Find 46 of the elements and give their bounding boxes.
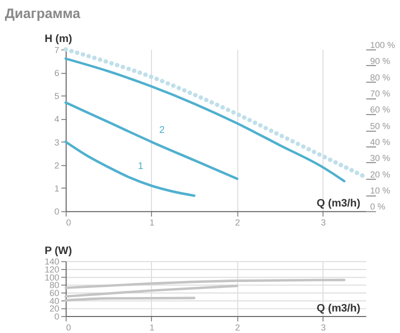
y-tick-label: 100 — [44, 272, 60, 282]
y2-tick-label: 30 % — [370, 153, 390, 164]
x-tick-label: 2 — [235, 217, 240, 228]
y2-tick-label: 70 % — [370, 88, 390, 98]
y2-tick-label: 60 % — [370, 104, 390, 115]
y2-tick-label: 20 % — [370, 169, 390, 180]
x-tick-label: 2 — [235, 322, 240, 332]
line-series — [64, 278, 346, 290]
y2-tick-label: 50 % — [370, 120, 390, 131]
y-tick-label: 120 — [44, 264, 60, 274]
y-axis-title: P (W) — [44, 244, 72, 257]
line-series — [64, 140, 196, 197]
y-tick-label: 5 — [54, 91, 60, 102]
y-tick-label: 6 — [54, 68, 60, 78]
x-tick-label: 1 — [149, 322, 154, 332]
y-tick-label: 0 — [54, 311, 60, 322]
y2-tick-label: 40 % — [370, 136, 390, 147]
y-tick-label: 2 — [54, 160, 60, 170]
x-tick-label: 3 — [320, 322, 326, 332]
x-tick-label: 0 — [66, 322, 72, 332]
y2-tick-label: 90 % — [370, 56, 390, 66]
x-axis-title: Q (m3/h) — [316, 198, 361, 210]
y-tick-label: 4 — [54, 114, 60, 124]
line-series — [64, 57, 346, 182]
y2-tick-label: 0 % — [370, 202, 386, 212]
y-tick-label: 60 — [50, 288, 60, 298]
y-tick-label: 40 — [50, 296, 60, 306]
x-axis-title: Q (m3/h) — [316, 302, 361, 315]
series-label: 2 — [159, 124, 165, 136]
x-tick-label: 1 — [149, 217, 154, 228]
y-tick-label: 80 — [50, 280, 60, 290]
x-tick-label: 3 — [320, 217, 326, 228]
chart-title: Диаграмма — [4, 6, 81, 22]
y2-tick-label: 80 % — [370, 72, 390, 82]
y-axis-title: H (m) — [44, 33, 73, 46]
y-tick-label: 20 — [50, 304, 60, 314]
series-label: 1 — [138, 160, 144, 172]
y-tick-label: 140 — [44, 256, 60, 267]
y-tick-label: 0 — [54, 206, 60, 217]
x-tick-label: 0 — [66, 217, 72, 228]
y2-tick-label: 100 % — [370, 40, 396, 50]
y2-tick-label: 10 % — [370, 186, 390, 196]
y-tick-label: 1 — [54, 183, 60, 194]
y-tick-label: 3 — [54, 137, 60, 148]
line-series — [64, 101, 238, 180]
y-tick-label: 7 — [54, 44, 60, 55]
